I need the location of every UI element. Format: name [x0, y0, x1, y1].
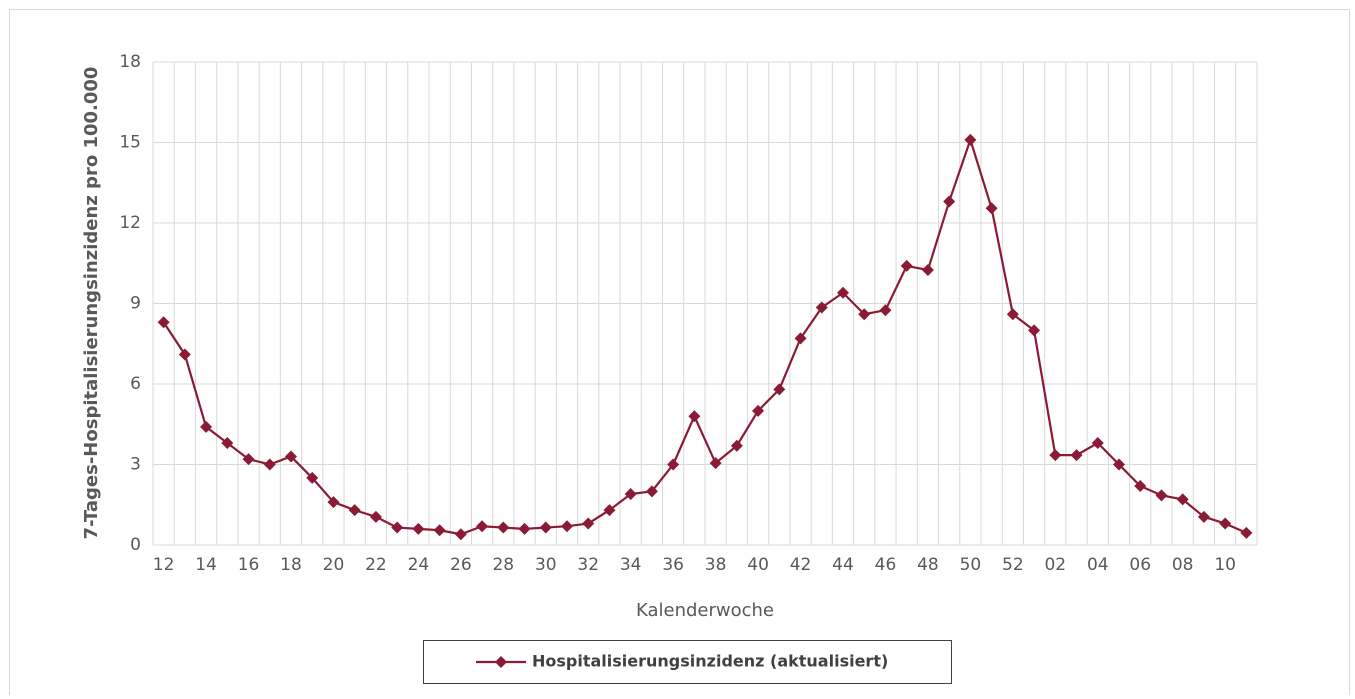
point-marker — [200, 420, 213, 433]
x-axis-title: Kalenderwoche — [636, 600, 774, 621]
point-marker — [1155, 489, 1168, 502]
point-marker — [921, 263, 934, 276]
x-tick-label: 22 — [365, 555, 387, 575]
point-marker — [985, 202, 998, 215]
point-marker — [1049, 449, 1062, 462]
point-marker — [1219, 517, 1232, 530]
y-tick-label: 12 — [119, 213, 141, 233]
y-tick-label: 18 — [119, 52, 141, 72]
point-marker — [1176, 493, 1189, 506]
x-tick-label: 04 — [1087, 555, 1109, 575]
point-marker — [624, 488, 637, 501]
point-marker — [518, 522, 531, 535]
point-marker — [263, 458, 276, 471]
legend-box — [423, 640, 952, 684]
point-marker — [603, 504, 616, 517]
point-marker — [178, 348, 191, 361]
x-tick-label: 36 — [662, 555, 684, 575]
point-marker — [476, 520, 489, 533]
x-tick-label: 38 — [705, 555, 727, 575]
x-tick-label: 02 — [1044, 555, 1066, 575]
point-marker — [730, 439, 743, 452]
x-tick-label: 52 — [1002, 555, 1024, 575]
point-marker — [879, 304, 892, 317]
point-marker — [1028, 324, 1041, 337]
point-marker — [1070, 449, 1083, 462]
x-tick-label: 20 — [323, 555, 345, 575]
x-tick-label: 08 — [1172, 555, 1194, 575]
point-marker — [688, 410, 701, 423]
point-marker — [943, 195, 956, 208]
y-axis-title: 7-Tages-Hospitalisierungsinzidenz pro 10… — [81, 67, 102, 540]
x-tick-label: 14 — [195, 555, 217, 575]
point-marker — [1091, 437, 1104, 450]
x-tick-label: 32 — [577, 555, 599, 575]
point-marker — [497, 521, 510, 534]
x-tick-label: 46 — [875, 555, 897, 575]
point-marker — [539, 521, 552, 534]
y-tick-label: 9 — [130, 294, 141, 314]
point-marker — [221, 437, 234, 450]
x-tick-label: 24 — [408, 555, 430, 575]
point-marker — [709, 457, 722, 470]
point-marker — [369, 510, 382, 523]
point-marker — [1006, 308, 1019, 321]
point-marker — [1113, 458, 1125, 471]
point-marker — [454, 528, 467, 541]
point-marker — [1197, 510, 1210, 523]
x-tick-label: 40 — [747, 555, 769, 575]
point-marker — [412, 522, 425, 535]
x-tick-label: 42 — [790, 555, 812, 575]
x-tick-label: 44 — [832, 555, 854, 575]
series-line — [162, 136, 1247, 536]
point-marker — [900, 259, 913, 272]
point-marker — [837, 286, 849, 299]
point-marker — [306, 471, 319, 484]
legend-label: Hospitalisierungsinzidenz (aktualisiert) — [532, 652, 888, 671]
y-tick-label: 0 — [130, 535, 141, 555]
point-marker — [964, 133, 977, 146]
point-marker — [815, 301, 828, 314]
point-marker — [1240, 526, 1253, 539]
point-marker — [561, 520, 573, 533]
x-tick-label: 16 — [238, 555, 260, 575]
point-marker — [1134, 479, 1147, 492]
y-tick-label: 15 — [119, 133, 141, 153]
point-marker — [858, 308, 871, 321]
legend-marker — [495, 656, 507, 668]
point-marker — [348, 504, 361, 517]
point-marker — [433, 524, 446, 537]
point-marker — [645, 485, 658, 498]
point-marker — [752, 404, 765, 417]
x-tick-label: 06 — [1129, 555, 1151, 575]
x-tick-label: 28 — [492, 555, 514, 575]
x-tick-label: 18 — [280, 555, 302, 575]
y-tick-label: 3 — [130, 455, 141, 475]
point-marker — [285, 450, 297, 463]
point-marker — [327, 496, 340, 509]
point-marker — [667, 458, 680, 471]
point-marker — [773, 383, 786, 396]
x-tick-label: 26 — [450, 555, 472, 575]
x-tick-label: 48 — [917, 555, 939, 575]
x-tick-label: 10 — [1214, 555, 1236, 575]
point-marker — [157, 316, 170, 329]
point-marker — [582, 517, 595, 530]
x-tick-label: 12 — [153, 555, 175, 575]
point-marker — [794, 332, 807, 345]
x-tick-label: 34 — [620, 555, 642, 575]
x-tick-label: 30 — [535, 555, 557, 575]
x-tick-label: 50 — [960, 555, 982, 575]
point-marker — [391, 521, 404, 534]
y-tick-label: 6 — [130, 374, 141, 394]
chart-frame — [9, 9, 1350, 699]
point-marker — [242, 453, 255, 466]
